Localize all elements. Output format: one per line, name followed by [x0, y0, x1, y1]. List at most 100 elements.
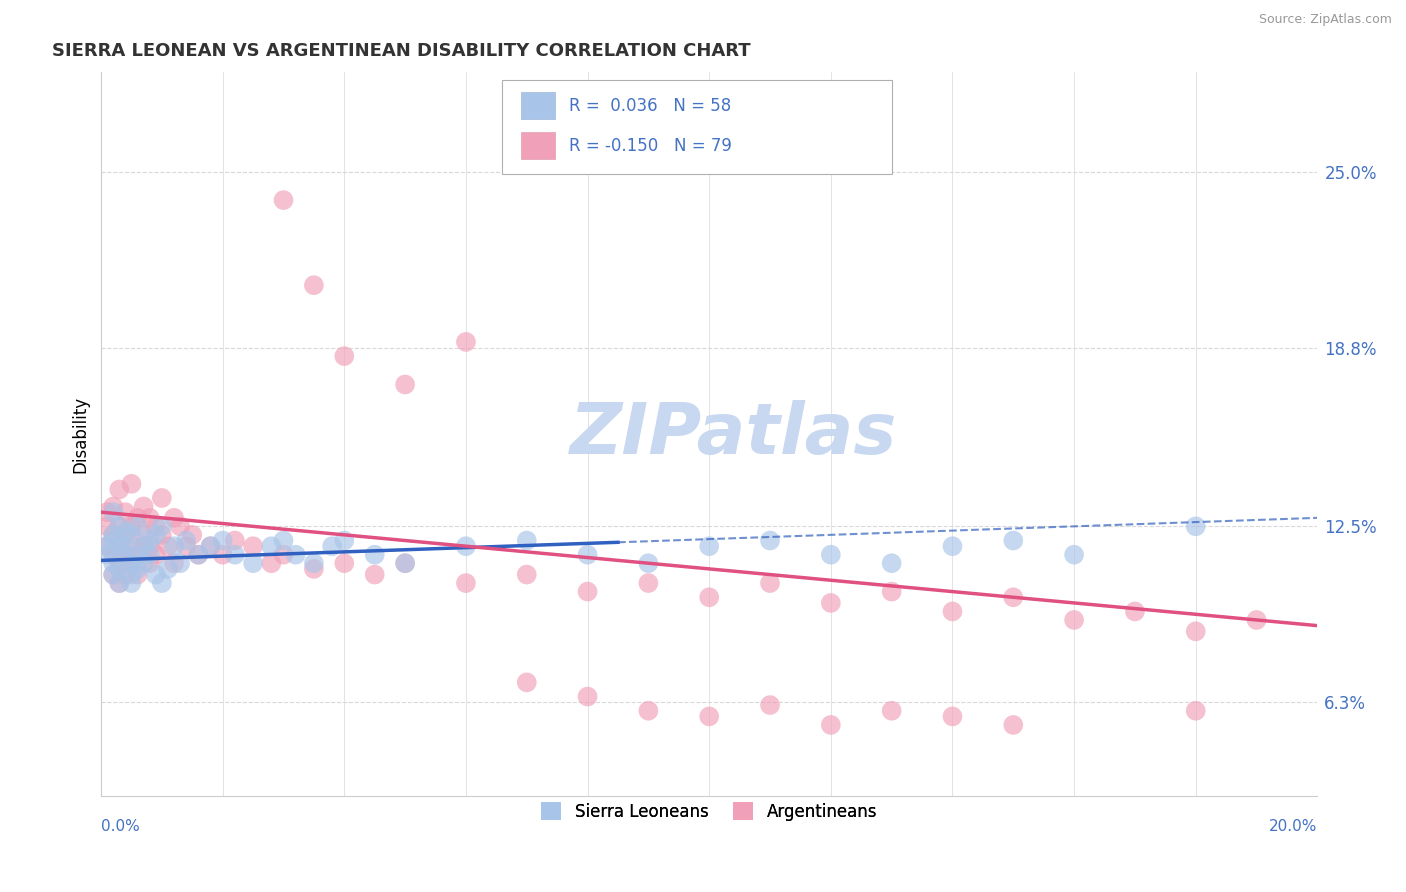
Point	[200, 539, 222, 553]
Point	[211, 548, 233, 562]
Point	[169, 519, 191, 533]
Point	[224, 533, 246, 548]
Point	[273, 548, 295, 562]
Point	[127, 511, 149, 525]
Point	[108, 539, 131, 553]
Point	[1002, 591, 1025, 605]
Point	[132, 539, 155, 553]
Text: 0.0%: 0.0%	[101, 819, 139, 833]
Point	[880, 584, 903, 599]
Point	[108, 562, 131, 576]
Point	[394, 377, 416, 392]
Point	[150, 576, 173, 591]
Point	[103, 556, 125, 570]
Point	[1184, 624, 1206, 639]
Point	[224, 548, 246, 562]
Point	[163, 539, 186, 553]
Point	[138, 556, 160, 570]
Point	[516, 675, 538, 690]
Point	[163, 556, 186, 570]
Point	[637, 556, 659, 570]
Point	[454, 539, 477, 553]
Point	[163, 511, 186, 525]
Point	[321, 539, 343, 553]
Point	[138, 533, 160, 548]
Point	[108, 519, 131, 533]
Point	[1063, 548, 1085, 562]
Point	[174, 539, 197, 553]
Point	[284, 548, 307, 562]
Point	[1184, 704, 1206, 718]
Point	[394, 556, 416, 570]
Point	[242, 556, 264, 570]
Point	[108, 556, 131, 570]
Point	[108, 519, 131, 533]
Bar	[520, 92, 555, 120]
Point	[187, 548, 209, 562]
Legend: Sierra Leoneans, Argentineans: Sierra Leoneans, Argentineans	[534, 796, 884, 827]
Bar	[520, 131, 555, 160]
Point	[120, 539, 142, 553]
Text: 20.0%: 20.0%	[1270, 819, 1317, 833]
Point	[759, 533, 782, 548]
Point	[576, 690, 599, 704]
Point	[454, 334, 477, 349]
Point	[120, 567, 142, 582]
Point	[1002, 718, 1025, 732]
Point	[576, 584, 599, 599]
Point	[637, 576, 659, 591]
Point	[820, 548, 842, 562]
Point	[242, 539, 264, 553]
Point	[145, 548, 167, 562]
Point	[302, 562, 325, 576]
Point	[120, 528, 142, 542]
Text: ZIPatlas: ZIPatlas	[569, 400, 897, 468]
Point	[941, 539, 963, 553]
Point	[114, 548, 136, 562]
Point	[697, 709, 720, 723]
Point	[759, 698, 782, 712]
Point	[941, 709, 963, 723]
Point	[127, 562, 149, 576]
Point	[333, 533, 356, 548]
Point	[96, 539, 118, 553]
Point	[880, 704, 903, 718]
Point	[108, 483, 131, 497]
Point	[637, 704, 659, 718]
Text: Source: ZipAtlas.com: Source: ZipAtlas.com	[1258, 13, 1392, 27]
Point	[181, 528, 204, 542]
Point	[114, 528, 136, 542]
Point	[1123, 604, 1146, 618]
Point	[132, 539, 155, 553]
Point	[260, 556, 283, 570]
Point	[150, 519, 173, 533]
Point	[156, 539, 179, 553]
Point	[127, 567, 149, 582]
Point	[127, 548, 149, 562]
Point	[516, 533, 538, 548]
Point	[132, 528, 155, 542]
Point	[103, 533, 125, 548]
Point	[516, 567, 538, 582]
Point	[364, 548, 387, 562]
Point	[333, 349, 356, 363]
Point	[1184, 519, 1206, 533]
Point	[364, 567, 387, 582]
Point	[114, 524, 136, 539]
Point	[145, 567, 167, 582]
Point	[108, 539, 131, 553]
Point	[103, 528, 125, 542]
Point	[880, 556, 903, 570]
Point	[114, 567, 136, 582]
Point	[96, 519, 118, 533]
Point	[120, 576, 142, 591]
Point	[96, 539, 118, 553]
Point	[174, 533, 197, 548]
Point	[759, 576, 782, 591]
Point	[273, 533, 295, 548]
Point	[156, 562, 179, 576]
Point	[127, 519, 149, 533]
Point	[103, 567, 125, 582]
Point	[138, 539, 160, 553]
Point	[138, 548, 160, 562]
